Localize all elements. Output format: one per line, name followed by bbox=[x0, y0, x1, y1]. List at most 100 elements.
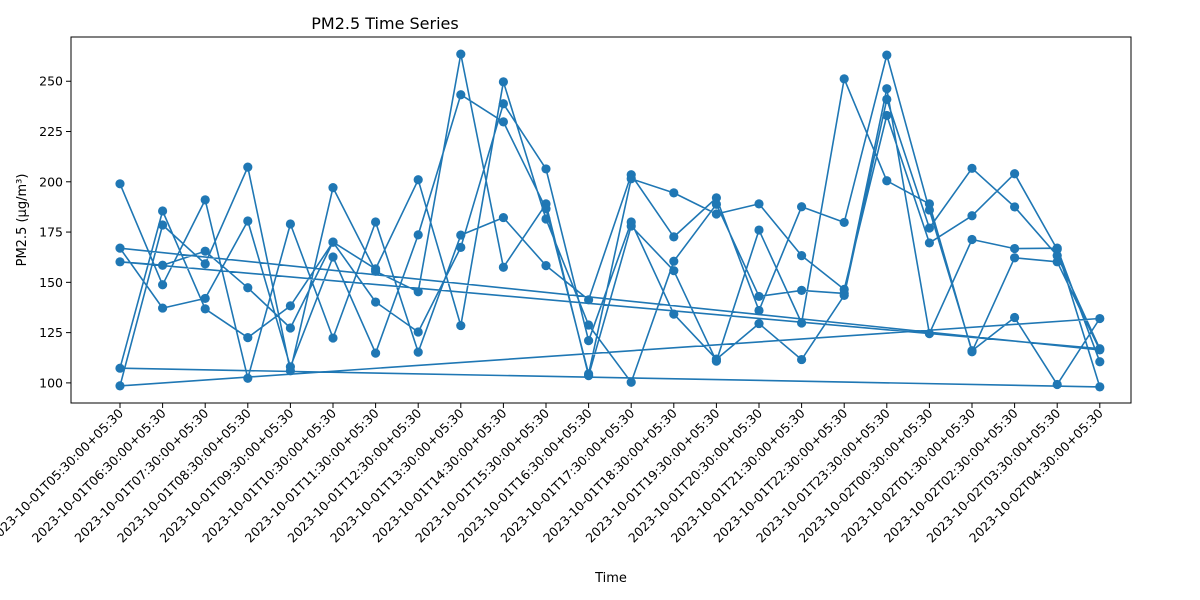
data-point bbox=[669, 256, 679, 266]
data-point bbox=[413, 347, 423, 357]
data-point bbox=[200, 246, 210, 256]
data-point bbox=[285, 323, 295, 333]
x-axis-label: Time bbox=[594, 571, 627, 586]
data-point bbox=[584, 336, 594, 346]
data-point bbox=[882, 94, 892, 104]
data-point bbox=[413, 327, 423, 337]
data-point bbox=[285, 219, 295, 229]
data-point bbox=[158, 206, 168, 216]
y-tick-label: 200 bbox=[39, 174, 63, 189]
data-point bbox=[243, 283, 253, 293]
data-point bbox=[797, 318, 807, 328]
data-point bbox=[1095, 313, 1105, 324]
data-point bbox=[711, 193, 722, 203]
x-axis: 2023-10-01T05:30:00+05:302023-10-01T06:3… bbox=[0, 403, 1106, 545]
data-point bbox=[711, 354, 722, 364]
data-point bbox=[158, 220, 168, 230]
data-point bbox=[882, 50, 892, 60]
data-point bbox=[924, 199, 935, 209]
data-point bbox=[200, 195, 210, 205]
data-point bbox=[1052, 379, 1062, 390]
data-point bbox=[498, 212, 508, 223]
data-point bbox=[285, 362, 295, 372]
data-point bbox=[626, 377, 636, 387]
data-point bbox=[498, 117, 508, 127]
data-point bbox=[967, 234, 977, 245]
data-point bbox=[754, 305, 764, 316]
data-point bbox=[839, 74, 849, 84]
data-point bbox=[711, 199, 722, 209]
data-point bbox=[158, 280, 168, 290]
data-point bbox=[754, 318, 764, 329]
data-point bbox=[797, 202, 807, 212]
y-tick-label: 100 bbox=[39, 375, 63, 390]
data-point bbox=[115, 257, 125, 267]
data-point bbox=[584, 369, 594, 379]
data-point bbox=[1052, 250, 1062, 261]
data-point bbox=[584, 295, 594, 305]
data-point bbox=[1010, 169, 1020, 179]
data-point bbox=[1052, 243, 1062, 253]
data-point bbox=[1010, 312, 1020, 323]
data-point bbox=[882, 110, 892, 121]
data-point bbox=[882, 176, 892, 186]
data-point bbox=[754, 291, 764, 302]
data-point bbox=[924, 329, 935, 339]
data-point bbox=[1095, 382, 1105, 392]
data-point bbox=[669, 232, 679, 242]
data-point bbox=[797, 354, 807, 365]
data-point bbox=[967, 163, 977, 173]
data-point bbox=[1010, 202, 1020, 212]
data-point bbox=[371, 264, 381, 274]
data-point bbox=[456, 230, 466, 240]
data-point bbox=[967, 347, 977, 357]
data-point bbox=[1095, 357, 1105, 367]
data-point bbox=[371, 348, 381, 358]
data-point bbox=[541, 164, 551, 174]
data-point bbox=[1010, 253, 1020, 263]
y-tick-label: 250 bbox=[39, 74, 63, 89]
data-point bbox=[371, 297, 381, 307]
chart-title: PM2.5 Time Series bbox=[311, 14, 458, 33]
data-point bbox=[371, 217, 381, 227]
data-point bbox=[413, 230, 423, 240]
data-point bbox=[669, 266, 679, 276]
data-point bbox=[882, 84, 892, 94]
data-point bbox=[924, 238, 935, 248]
data-point bbox=[413, 175, 423, 185]
data-point bbox=[243, 333, 253, 343]
data-point bbox=[967, 211, 977, 221]
data-point bbox=[115, 179, 125, 189]
data-point bbox=[541, 261, 551, 271]
y-tick-label: 225 bbox=[39, 124, 63, 139]
data-point bbox=[200, 293, 210, 304]
plot-frame bbox=[70, 36, 1132, 404]
data-point bbox=[924, 223, 935, 233]
data-point bbox=[115, 381, 125, 391]
data-point bbox=[200, 259, 210, 269]
data-point bbox=[200, 304, 210, 314]
data-point bbox=[328, 183, 338, 193]
data-point bbox=[285, 301, 295, 311]
plot-area bbox=[70, 36, 1132, 404]
y-tick-label: 175 bbox=[39, 225, 63, 240]
data-point bbox=[456, 49, 466, 59]
data-point bbox=[584, 320, 594, 330]
data-point bbox=[328, 237, 338, 247]
y-tick-label: 125 bbox=[39, 325, 63, 340]
data-point bbox=[243, 373, 253, 383]
data-point bbox=[115, 363, 125, 373]
y-axis: 100 125 150 175 200 225 250 bbox=[39, 74, 71, 390]
data-point bbox=[456, 320, 466, 331]
data-point bbox=[498, 99, 508, 109]
data-point bbox=[328, 333, 338, 343]
data-point bbox=[754, 225, 764, 235]
data-point bbox=[754, 199, 764, 209]
data-point bbox=[456, 242, 466, 252]
data-point bbox=[498, 77, 508, 87]
data-point bbox=[669, 309, 679, 319]
y-axis-label: PM2.5 (µg/m³) bbox=[15, 174, 30, 267]
data-point bbox=[1095, 344, 1105, 354]
data-point bbox=[1010, 243, 1020, 254]
